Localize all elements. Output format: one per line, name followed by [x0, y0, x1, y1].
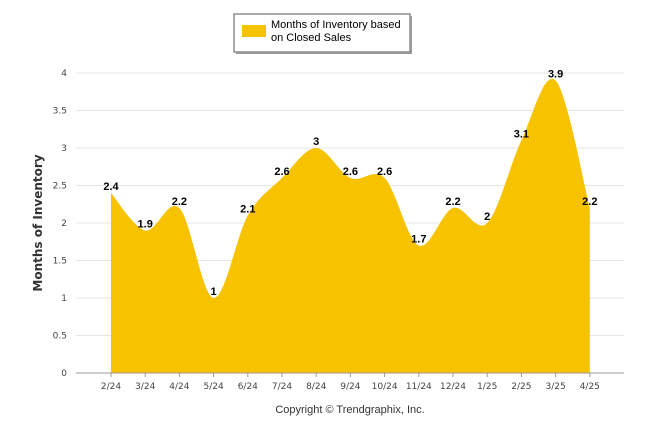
y-tick-label: 0	[61, 369, 67, 379]
x-tick-label: 3/24	[135, 382, 155, 392]
legend-swatch	[242, 25, 266, 37]
legend-shadow-bottom	[236, 52, 412, 54]
x-axis: 2/24 3/24 4/24 5/24 6/24 7/24 8/24 9/24 10/24 11/…	[76, 372, 624, 392]
data-label: 1.9	[138, 219, 153, 231]
data-label: 1	[211, 286, 217, 298]
data-label: 2	[484, 211, 490, 223]
x-tick-label: 8/24	[306, 382, 326, 392]
y-axis: 0 0.5 1 1.5 2 2.5 3 3.5 4	[53, 69, 68, 379]
legend-label-line-2: on Closed Sales	[271, 32, 352, 44]
x-tick-label: 9/24	[340, 382, 360, 392]
data-label: 1.7	[411, 234, 426, 246]
data-label: 3	[313, 136, 319, 148]
y-tick-label: 3.5	[53, 107, 67, 117]
x-tick-label: 2/25	[511, 382, 531, 392]
data-label: 2.4	[103, 181, 119, 193]
series-area	[111, 78, 590, 373]
data-label: 2.6	[343, 166, 358, 178]
data-label: 2.2	[445, 196, 460, 208]
y-tick-label: 2	[61, 219, 67, 229]
y-tick-label: 1.5	[53, 257, 67, 267]
data-label: 2.2	[172, 196, 187, 208]
data-label: 3.9	[548, 69, 563, 81]
y-axis-title: Months of Inventory	[31, 154, 45, 291]
data-label: 2.6	[377, 166, 392, 178]
x-tick-label: 2/24	[101, 382, 121, 392]
x-tick-label: 12/24	[440, 382, 466, 392]
y-tick-label: 0.5	[53, 332, 67, 342]
data-labels: 2.4 1.9 2.2 1 2.1 2.6 3 2.6 2.6 1.7 2.2 2 3.1 3.9 2.2	[103, 69, 597, 299]
y-tick-label: 4	[61, 69, 67, 79]
copyright-footer: Copyright © Trendgraphix, Inc.	[275, 404, 424, 416]
data-label: 2.1	[240, 204, 255, 216]
x-tick-label: 3/25	[545, 382, 565, 392]
data-label: 3.1	[514, 129, 529, 141]
x-tick-label: 5/24	[203, 382, 223, 392]
x-tick-label: 4/25	[580, 382, 600, 392]
y-tick-label: 1	[61, 294, 67, 304]
y-tick-label: 3	[61, 144, 67, 154]
x-tick-label: 11/24	[406, 382, 432, 392]
x-tick-label: 6/24	[238, 382, 258, 392]
x-tick-label: 4/24	[169, 382, 189, 392]
x-tick-label: 1/25	[477, 382, 497, 392]
legend-shadow-right	[410, 16, 412, 54]
legend: Months of Inventory based on Closed Sale…	[233, 13, 412, 54]
legend-label-line-1: Months of Inventory based	[271, 19, 401, 31]
data-label: 2.2	[582, 196, 597, 208]
data-label: 2.6	[274, 166, 289, 178]
x-tick-label: 7/24	[272, 382, 292, 392]
x-tick-label: 10/24	[372, 382, 398, 392]
y-tick-label: 2.5	[53, 182, 67, 192]
